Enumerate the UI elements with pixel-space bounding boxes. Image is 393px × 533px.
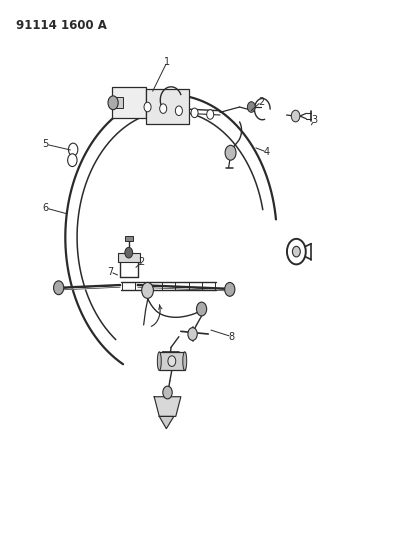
Bar (159, 352, 185, 370)
Circle shape (160, 104, 167, 114)
Circle shape (68, 154, 77, 166)
Circle shape (287, 239, 306, 264)
Text: 2: 2 (139, 257, 145, 267)
Circle shape (191, 108, 198, 118)
Bar (114, 98, 123, 108)
Text: 7: 7 (107, 267, 114, 277)
Bar (125, 236, 133, 241)
Circle shape (207, 110, 214, 119)
Circle shape (53, 281, 64, 295)
Text: 5: 5 (42, 139, 49, 149)
Circle shape (168, 356, 176, 367)
Text: 4: 4 (264, 147, 270, 157)
Circle shape (144, 102, 151, 112)
Bar (118, 253, 140, 262)
Text: 1: 1 (164, 57, 170, 67)
Circle shape (163, 386, 172, 399)
Circle shape (292, 246, 300, 257)
Circle shape (175, 106, 182, 116)
Circle shape (225, 282, 235, 296)
Text: 91114 1600 A: 91114 1600 A (17, 19, 107, 33)
Bar (145, 90, 189, 124)
Ellipse shape (157, 352, 161, 370)
Circle shape (291, 110, 300, 122)
Circle shape (141, 282, 153, 298)
Circle shape (68, 143, 78, 156)
Ellipse shape (183, 352, 187, 370)
Circle shape (248, 102, 255, 112)
Text: 6: 6 (43, 203, 49, 213)
Circle shape (188, 328, 197, 341)
Text: 3: 3 (311, 115, 317, 125)
Circle shape (125, 247, 133, 258)
Circle shape (108, 96, 118, 110)
Text: 2: 2 (258, 96, 264, 107)
Polygon shape (154, 397, 181, 416)
Text: 8: 8 (229, 332, 235, 342)
Bar (112, 87, 145, 118)
Circle shape (225, 146, 236, 160)
Polygon shape (159, 416, 174, 429)
Circle shape (196, 302, 207, 316)
